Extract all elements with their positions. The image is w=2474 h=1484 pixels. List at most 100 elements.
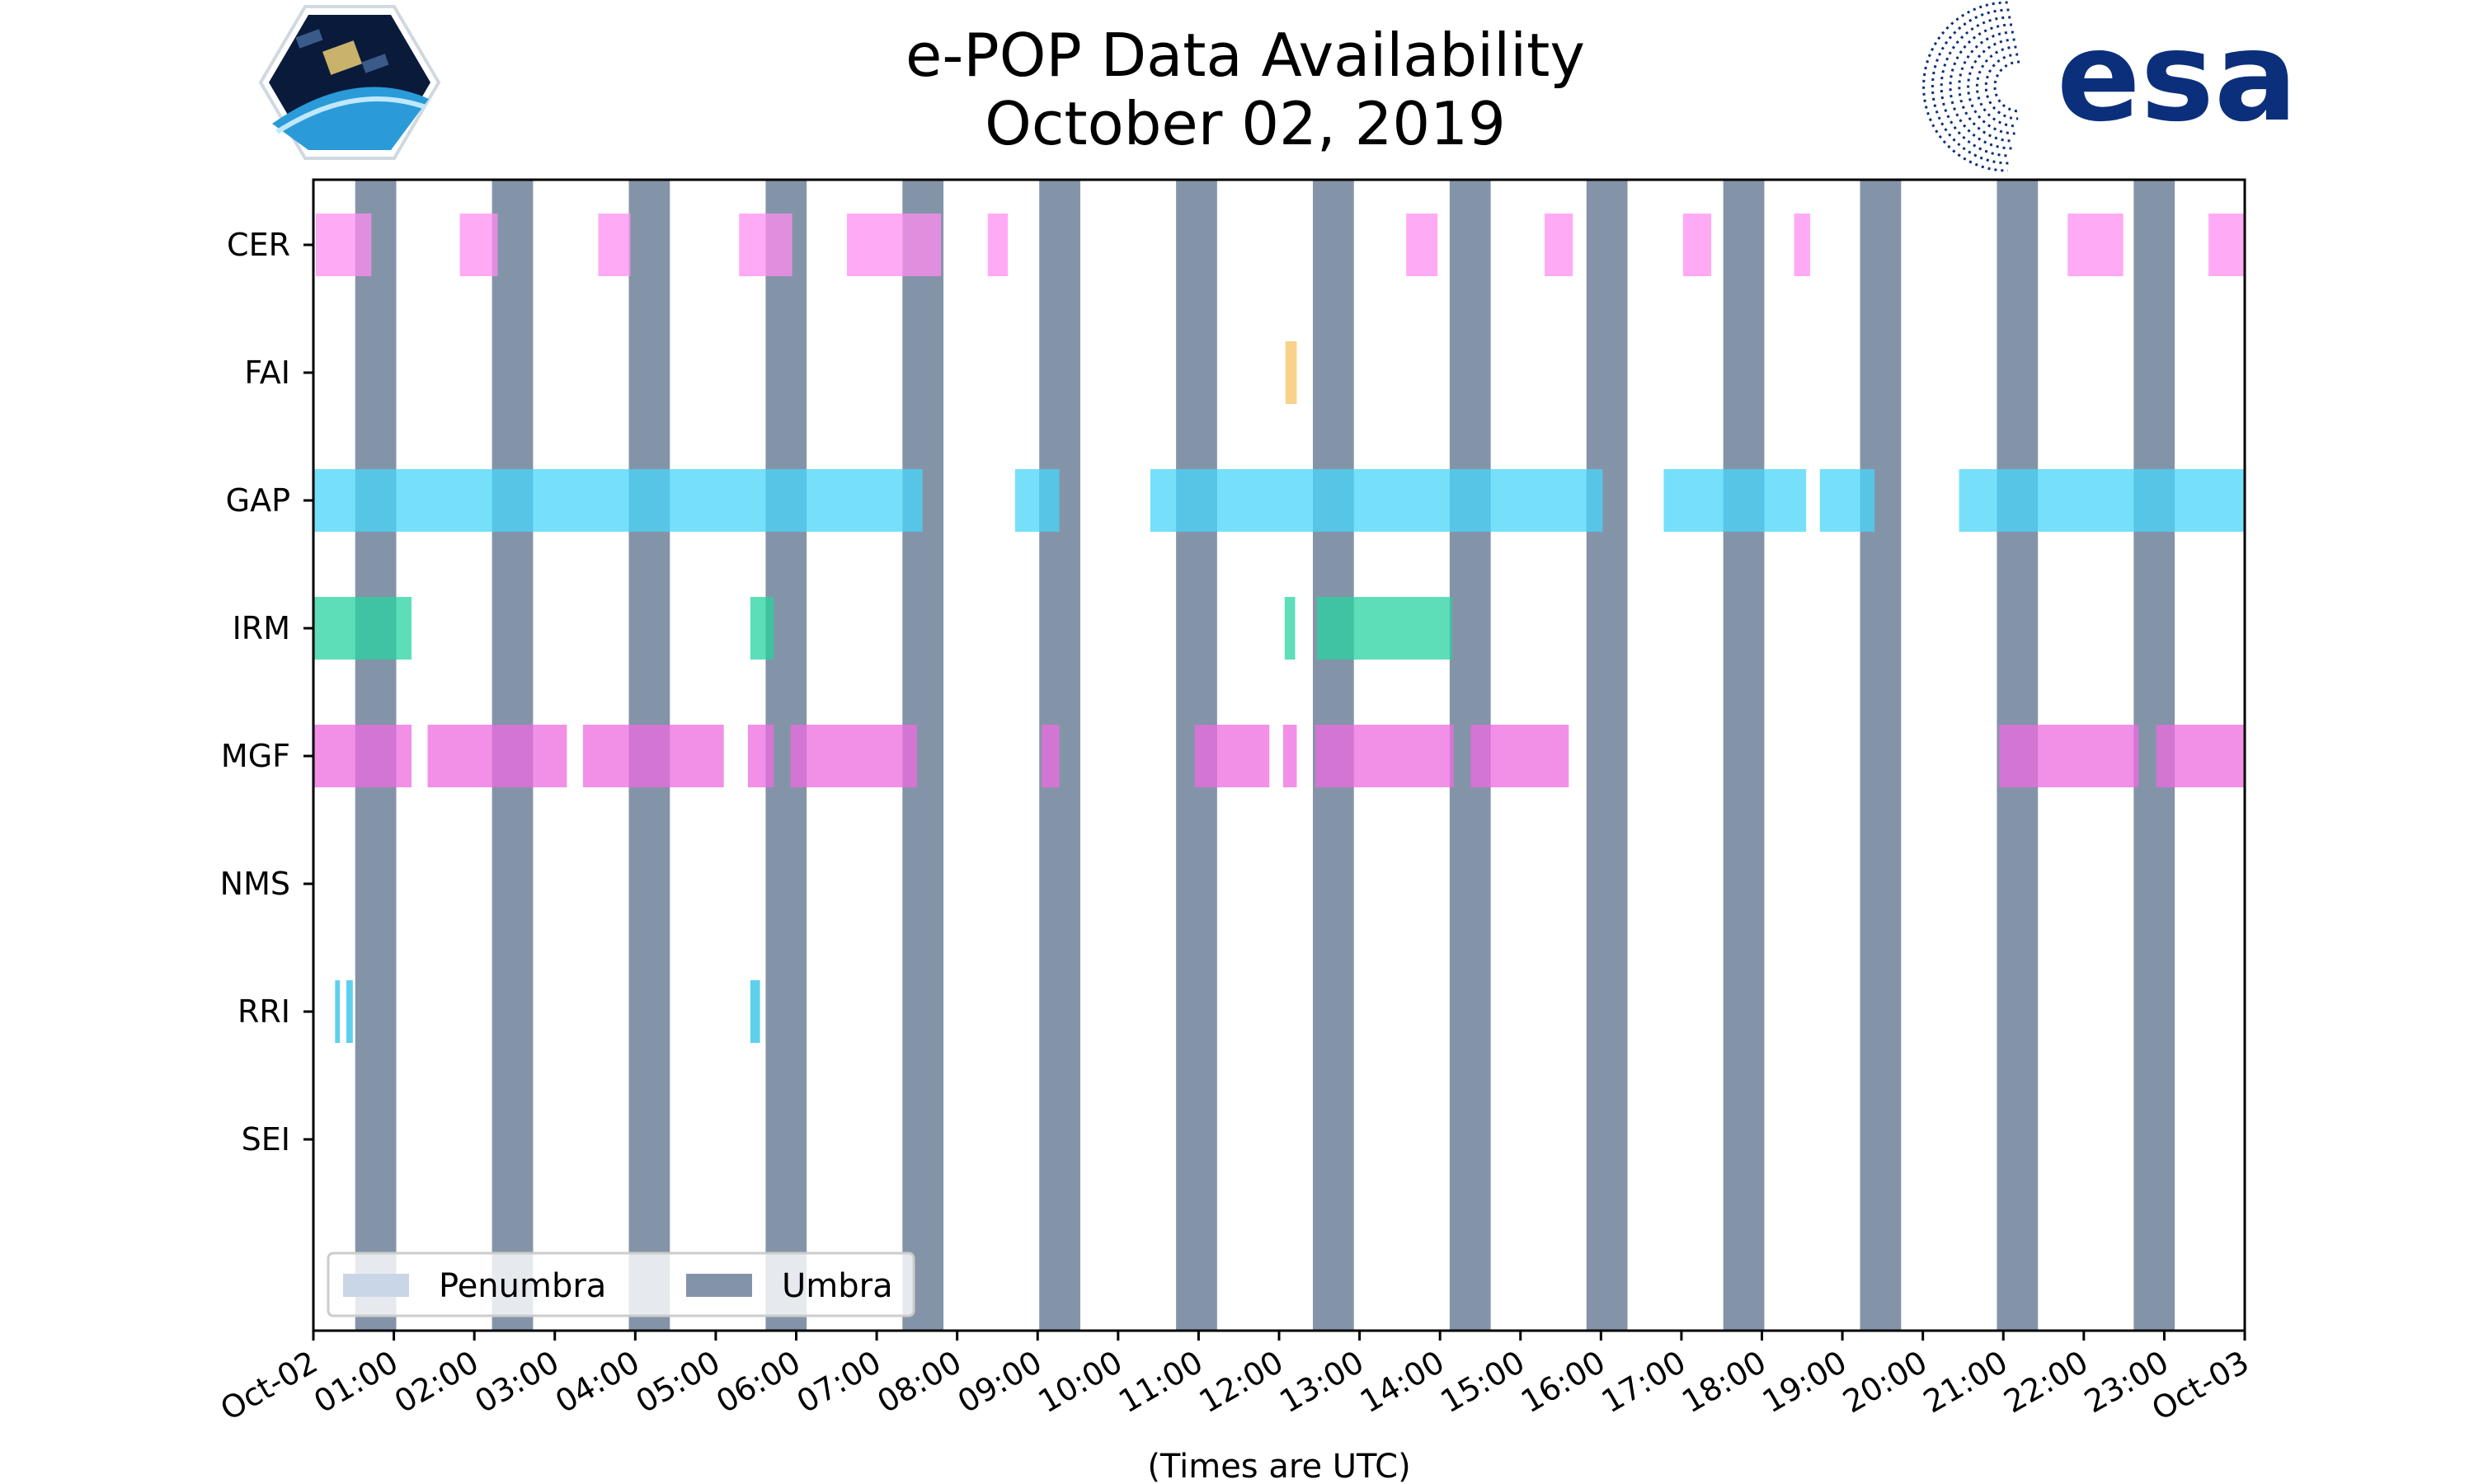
x-tick-label-20: 20:00 xyxy=(1837,1344,1933,1421)
bar-rri-0 xyxy=(335,980,341,1043)
chart-title-line-2: October 02, 2019 xyxy=(985,89,1506,158)
bar-mgf-4 xyxy=(790,725,917,787)
bar-rri-2 xyxy=(750,980,760,1043)
bar-cer-6 xyxy=(1406,214,1438,276)
bar-cer-10 xyxy=(2067,214,2124,276)
x-tick-label-11: 11:00 xyxy=(1112,1344,1209,1421)
legend-box xyxy=(327,1252,915,1317)
bar-cer-9 xyxy=(1794,214,1811,276)
x-tick-label-4: 04:00 xyxy=(549,1344,646,1421)
umbra-band-9 xyxy=(1586,180,1628,1331)
instrument-bars xyxy=(313,214,2245,1043)
umbra-band-11 xyxy=(1860,180,1902,1331)
bar-cer-5 xyxy=(987,214,1009,276)
bar-gap-1 xyxy=(1014,469,1060,532)
x-tick-label-5: 05:00 xyxy=(630,1344,727,1421)
x-tick-label-7: 07:00 xyxy=(791,1344,887,1421)
x-tick-label-10: 10:00 xyxy=(1032,1344,1128,1421)
legend-label-penumbra: Penumbra xyxy=(439,1267,606,1305)
esa-swirl-arc-8 xyxy=(1922,1,2008,172)
bar-gap-4 xyxy=(1819,469,1875,532)
x-tick-label-19: 19:00 xyxy=(1757,1344,1853,1421)
bar-mgf-1 xyxy=(427,725,567,787)
bar-mgf-10 xyxy=(1999,725,2139,787)
esa-swirl-arc-2 xyxy=(1975,45,2017,128)
y-tick-label-fai: FAI xyxy=(244,355,290,391)
bar-cer-0 xyxy=(315,214,372,276)
y-tick-label-rri: RRI xyxy=(238,993,290,1030)
esa-swirl-arc-4 xyxy=(1958,31,2014,143)
bar-mgf-9 xyxy=(1470,725,1569,787)
bar-irm-1 xyxy=(750,597,774,660)
y-tick-label-irm: IRM xyxy=(233,610,290,646)
esa-swirl-arc-7 xyxy=(1931,8,2010,165)
bar-mgf-2 xyxy=(582,725,724,787)
x-tick-label-17: 17:00 xyxy=(1596,1344,1692,1421)
bar-gap-5 xyxy=(1959,469,2245,532)
x-tick-label-8: 08:00 xyxy=(871,1344,967,1421)
esa-swirl-arc-1 xyxy=(1984,53,2019,120)
bar-gap-2 xyxy=(1150,469,1603,532)
x-tick-label-0: Oct-02 xyxy=(214,1344,324,1428)
bar-mgf-0 xyxy=(313,725,412,787)
x-axis-label: (Times are UTC) xyxy=(1147,1448,1410,1484)
y-tick-label-mgf: MGF xyxy=(221,738,290,774)
bar-cer-1 xyxy=(459,214,498,276)
bar-cer-7 xyxy=(1545,214,1573,276)
cassiope-logo-text: CASSIOPE xyxy=(330,139,380,149)
bar-gap-0 xyxy=(313,469,923,532)
x-tick-label-14: 14:00 xyxy=(1354,1344,1451,1421)
x-axis-ticks: Oct-0201:0002:0003:0004:0005:0006:0007:0… xyxy=(214,1331,2255,1428)
y-tick-label-nms: NMS xyxy=(220,866,290,902)
plot-area: CER FAI GAP IRM MGF NMS RRI SEI Oct-0201:0002:0… xyxy=(214,178,2255,1484)
x-tick-label-21: 21:00 xyxy=(1917,1344,2014,1421)
umbra-band-10 xyxy=(1723,180,1765,1331)
y-tick-label-sei: SEI xyxy=(242,1121,290,1158)
esa-swirl-arc-6 xyxy=(1940,16,2011,157)
x-tick-label-9: 09:00 xyxy=(952,1344,1048,1421)
esa-logo: esa xyxy=(1922,1,2298,172)
legend-swatch-penumbra xyxy=(343,1274,409,1297)
esa-logo-text: esa xyxy=(2057,6,2298,149)
bar-cer-4 xyxy=(846,214,942,276)
bar-cer-3 xyxy=(739,214,793,276)
legend: Penumbra Umbra xyxy=(327,1252,915,1317)
x-tick-label-16: 16:00 xyxy=(1515,1344,1611,1421)
bar-mgf-7 xyxy=(1282,725,1297,787)
bar-fai-0 xyxy=(1285,341,1297,404)
x-tick-label-13: 13:00 xyxy=(1273,1344,1370,1421)
y-tick-label-cer: CER xyxy=(227,227,290,263)
esa-swirl-arc-5 xyxy=(1949,23,2013,150)
x-tick-label-18: 18:00 xyxy=(1676,1344,1772,1421)
esa-swirl-arc-3 xyxy=(1967,38,2015,135)
bar-irm-2 xyxy=(1284,597,1296,660)
bar-mgf-11 xyxy=(2156,725,2245,787)
x-tick-label-15: 15:00 xyxy=(1434,1344,1531,1421)
esa-swirl-icon xyxy=(1922,1,2020,172)
bar-gap-3 xyxy=(1663,469,1807,532)
bar-cer-2 xyxy=(598,214,631,276)
esa-swirl-arc-0 xyxy=(1993,60,2020,113)
bar-mgf-3 xyxy=(747,725,774,787)
cassiope-logo: CASSIOPE xyxy=(258,5,441,160)
legend-swatch-umbra xyxy=(686,1274,752,1297)
bar-rri-1 xyxy=(346,980,353,1043)
bar-mgf-6 xyxy=(1194,725,1270,787)
x-tick-label-12: 12:00 xyxy=(1193,1344,1290,1421)
bar-cer-8 xyxy=(1682,214,1712,276)
y-axis-ticks: CER FAI GAP IRM MGF NMS RRI SEI xyxy=(220,227,313,1158)
bar-irm-3 xyxy=(1316,597,1452,660)
chart-title-line-1: e-POP Data Availability xyxy=(905,21,1585,90)
bar-mgf-5 xyxy=(1042,725,1060,787)
x-tick-label-2: 02:00 xyxy=(388,1344,485,1421)
y-tick-label-gap: GAP xyxy=(226,482,290,519)
bar-mgf-8 xyxy=(1315,725,1454,787)
x-tick-label-6: 06:00 xyxy=(710,1344,807,1421)
bar-cer-11 xyxy=(2208,214,2245,276)
bar-irm-0 xyxy=(313,597,412,660)
x-tick-label-3: 03:00 xyxy=(468,1344,565,1421)
legend-label-umbra: Umbra xyxy=(782,1267,893,1305)
x-tick-label-22: 22:00 xyxy=(1997,1344,2094,1421)
x-tick-label-1: 01:00 xyxy=(308,1344,404,1421)
